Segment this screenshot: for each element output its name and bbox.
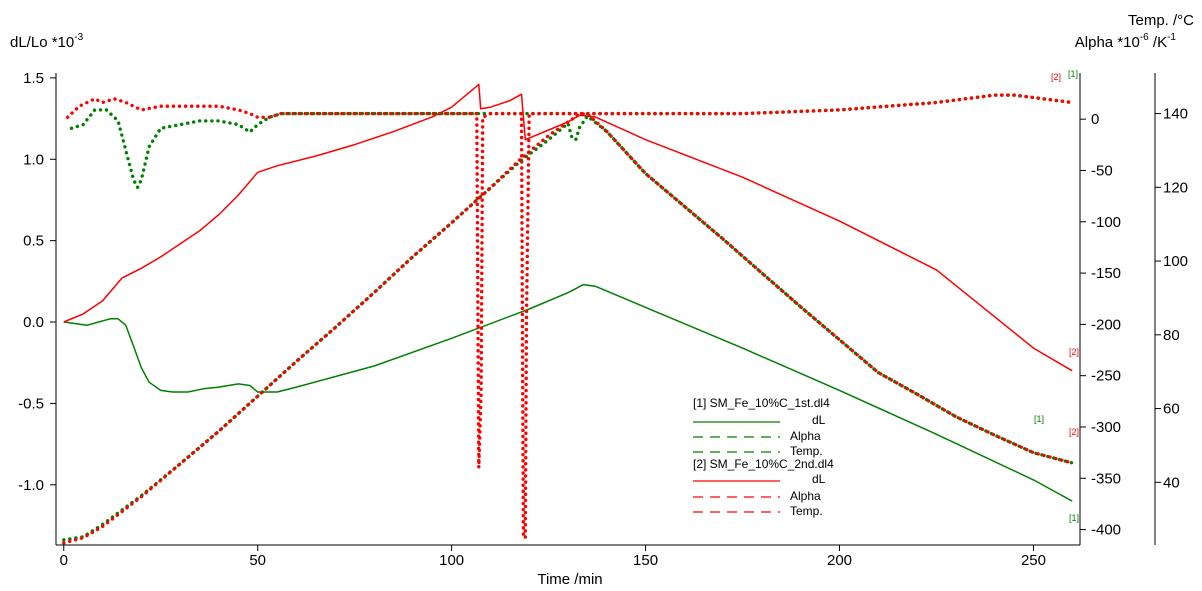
temp-tick-label: -200 xyxy=(1091,316,1121,333)
x-tick-label: 0 xyxy=(60,552,68,569)
series-dl-run2 xyxy=(63,83,1073,372)
temp-tick-label: -100 xyxy=(1091,214,1121,231)
legend-run1-temp-label: Temp. xyxy=(790,444,823,458)
left-tick-label: 0.5 xyxy=(23,233,44,250)
series-alpha-run2 xyxy=(65,93,1074,540)
temp-tick-label: -300 xyxy=(1091,419,1121,436)
x-tick-label: 100 xyxy=(439,552,464,569)
temp-tick-label: 0 xyxy=(1091,111,1099,128)
series-temp-run2 xyxy=(62,112,1074,545)
axes xyxy=(55,73,1156,546)
alpha-tick-label: 80 xyxy=(1163,327,1180,344)
left-tick-label: -0.5 xyxy=(18,395,44,412)
temp-tick-label: -350 xyxy=(1091,470,1121,487)
legend: [1] SM_Fe_10%C_1st.dl4 dL Alpha Temp. [2… xyxy=(693,396,834,518)
right-axis-title-alpha: Alpha *10-6 /K-1 xyxy=(1075,32,1177,51)
series-dl-run1 xyxy=(63,283,1073,502)
x-tick-label: 250 xyxy=(1021,552,1046,569)
left-tick-label: 1.5 xyxy=(23,70,44,87)
alpha-tick-label: 140 xyxy=(1163,106,1188,123)
end-label-temp-run2: [2] xyxy=(1069,427,1079,437)
temp-tick-label: -150 xyxy=(1091,265,1121,282)
alpha-tick-label: 100 xyxy=(1163,253,1188,270)
legend-run2-name: [2] SM_Fe_10%C_2nd.dl4 xyxy=(693,457,834,471)
left-tick-label: -1.0 xyxy=(18,477,44,494)
legend-run1-alpha-label: Alpha xyxy=(790,429,821,443)
temp-tick-label: -250 xyxy=(1091,368,1121,385)
temp-tick-label: -400 xyxy=(1091,522,1121,539)
end-label-alpha-run2: [2] xyxy=(1051,72,1061,82)
legend-run2-temp-label: Temp. xyxy=(790,504,823,518)
x-axis-title: Time /min xyxy=(537,571,602,588)
x-tick-label: 200 xyxy=(827,552,852,569)
end-label-dl-run1: [1] xyxy=(1069,513,1079,523)
left-tick-label: 0.0 xyxy=(23,314,44,331)
alpha-tick-label: 60 xyxy=(1163,401,1180,418)
legend-run1-dl-label: dL xyxy=(812,413,826,427)
alpha-tick-label: 120 xyxy=(1163,179,1188,196)
alpha-tick-label: 40 xyxy=(1163,474,1180,491)
right-axis-title-temp: Temp. /°C xyxy=(1128,12,1194,29)
legend-run1-name: [1] SM_Fe_10%C_1st.dl4 xyxy=(693,396,830,410)
end-labels: [2] [1] [2] [1] [2] [1] xyxy=(1034,69,1079,523)
ticks: 0 50 100 150 200 250 -1.0 -0.5 0.0 0.5 1.0 1.5 0 -50 -… xyxy=(18,70,1188,569)
end-label-dl-run2: [2] xyxy=(1069,347,1079,357)
series-alpha-run1 xyxy=(69,93,1074,190)
x-tick-label: 150 xyxy=(633,552,658,569)
x-tick-label: 50 xyxy=(249,552,266,569)
legend-run2-alpha-label: Alpha xyxy=(790,489,821,503)
left-tick-label: 1.0 xyxy=(23,151,44,168)
series-layer xyxy=(62,83,1074,545)
temp-tick-label: -50 xyxy=(1091,162,1113,179)
left-axis-title: dL/Lo *10-3 xyxy=(10,32,84,51)
series-temp-run1 xyxy=(62,114,1074,542)
end-label-alpha-run1: [1] xyxy=(1068,69,1078,79)
legend-run2-dl-label: dL xyxy=(812,472,826,486)
end-label-temp-run1: [1] xyxy=(1034,414,1044,424)
